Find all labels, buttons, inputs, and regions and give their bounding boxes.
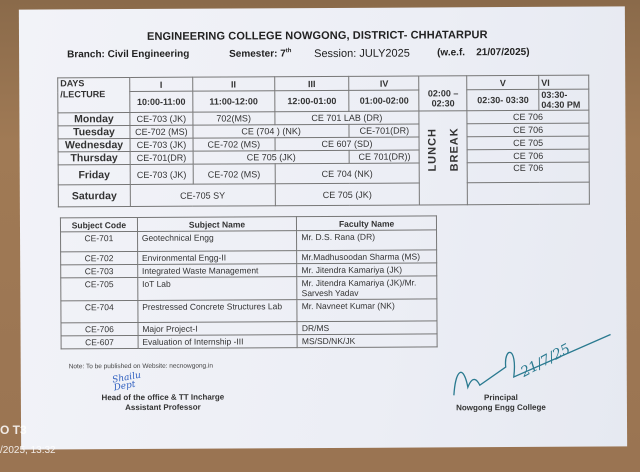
- class-cell: CE-702 (MS): [193, 163, 275, 185]
- semester: Semester: 7th: [229, 48, 291, 60]
- college-title: ENGINEERING COLLEGE NOWGONG, DISTRICT- C…: [146, 29, 488, 43]
- left-signatory: Head of the office & TT Incharge Assistan…: [83, 392, 243, 413]
- lecture-time: 10:00-11:00: [129, 91, 193, 113]
- lecture-num: V: [466, 75, 539, 90]
- wef: (w.e.f. 21/07/2025): [437, 47, 530, 58]
- day-label: Tuesday: [57, 125, 130, 139]
- lecture-time: 11:00-12:00: [192, 90, 275, 113]
- table-row: CE-705 IoT Lab Mr. Jitendra Kamariya (JK)/…: [60, 275, 437, 301]
- left-signature-handwriting: Shailu Dept: [111, 370, 142, 394]
- day-label: Friday: [58, 164, 131, 185]
- lecture-num: VI: [538, 75, 589, 90]
- wef-date: 21/07/2025): [476, 46, 530, 59]
- faculty-name: Mr. Jitendra Kamariya (JK): [296, 262, 437, 277]
- class-cell: CE-701(DR): [349, 123, 420, 138]
- note: Note: To be published on Website: necnow…: [68, 362, 214, 371]
- semester-value: Semester: 7: [229, 48, 286, 60]
- branch: Branch: Civil Engineering: [67, 48, 190, 61]
- class-cell: CE 607 (SD): [274, 136, 420, 151]
- class-cell: CE 705 (JK): [274, 182, 420, 206]
- session: Session: JULY2025: [314, 47, 410, 61]
- class-cell: CE 706: [467, 123, 590, 137]
- break-label: BREAK: [448, 127, 461, 172]
- faculty-name: Mr. D.S. Rana (DR): [296, 229, 437, 251]
- right-signatory-title: Principal: [483, 392, 518, 403]
- day-label: Monday: [57, 112, 130, 126]
- day-label: Saturday: [58, 184, 131, 207]
- subject-code: CE-703: [60, 264, 138, 278]
- subject-code: CE-706: [60, 322, 138, 336]
- lunch-label: LUNCH: [426, 128, 439, 172]
- class-cell: CE-703 (JK): [129, 112, 193, 126]
- class-cell: CE-703 (JK): [130, 164, 194, 185]
- subject-name: IoT Lab: [137, 276, 298, 301]
- class-cell: CE 701(DR)): [349, 149, 420, 164]
- principal-signature: [453, 333, 611, 396]
- column-header: Subject Code: [60, 217, 138, 232]
- subject-name: Geotechnical Engg: [137, 230, 297, 252]
- class-cell: CE 705 (JK): [192, 150, 350, 165]
- class-cell: [467, 182, 590, 205]
- timetable: DAYS /LECTURE I II III IV 02:00 – 02:30 …: [57, 75, 590, 208]
- class-cell: CE 705: [467, 136, 590, 150]
- table-row: CE-607 Evaluation of Internship -III MS/SD…: [61, 333, 438, 349]
- left-signatory-title: Head of the office & TT Incharge: [101, 392, 225, 403]
- class-cell: 702(MS): [192, 111, 275, 126]
- watermark-datetime: /2025, 13:32: [0, 445, 56, 456]
- faculty-name: DR/MS: [297, 320, 438, 335]
- column-header: Faculty Name: [296, 215, 437, 231]
- faculty-name: Mr. Jitendra Kamariya (JK)/Mr. Sarvesh Y…: [297, 275, 437, 300]
- table-row: Saturday CE-705 SY CE 705 (JK): [58, 182, 590, 207]
- table-row: CE-701 Geotechnical Engg Mr. D.S. Rana (DR…: [60, 229, 437, 252]
- class-cell: CE 706: [467, 149, 590, 163]
- column-header: Subject Name: [137, 216, 297, 232]
- table-row: Friday CE-703 (JK) CE-702 (MS) CE 704 (N…: [58, 162, 590, 185]
- class-cell: CE-702 (MS): [129, 125, 193, 139]
- subject-code: CE-705: [60, 277, 138, 301]
- lecture-num: I: [129, 77, 193, 92]
- subject-code: CE-702: [60, 251, 138, 265]
- day-label: Thursday: [58, 151, 131, 165]
- subject-table: Subject Code Subject Name Faculty Name C…: [60, 215, 438, 349]
- class-cell: CE (704 ) (NK): [192, 124, 350, 139]
- class-cell: CE 704 (NK): [274, 162, 420, 184]
- days-header: DAYS /LECTURE: [57, 77, 130, 113]
- timetable-document: ENGINEERING COLLEGE NOWGONG, DISTRICT- C…: [18, 6, 628, 450]
- subject-name: Major Project-I: [137, 321, 298, 336]
- subject-code: CE-704: [60, 300, 138, 323]
- lecture-num: II: [192, 76, 275, 92]
- lecture-time: 12:00-01:00: [274, 90, 350, 112]
- class-cell: CE-703 (JK): [129, 138, 193, 152]
- lunch-time: 02:00 – 02:30: [419, 75, 468, 111]
- subject-code: CE-701: [60, 231, 138, 252]
- subject-name: Environmental Engg-II: [137, 250, 297, 265]
- faculty-name: Mr.Madhusoodan Sharma (MS): [296, 249, 437, 264]
- right-signatory-institution: Nowgong Engg College: [456, 402, 546, 413]
- lecture-num: IV: [349, 75, 420, 91]
- watermark-device: O T3: [0, 423, 27, 437]
- semester-suffix: th: [285, 48, 292, 55]
- class-cell: CE 701 LAB (DR): [274, 110, 420, 125]
- class-cell: CE 706: [467, 162, 590, 183]
- faculty-name: Mr. Navneet Kumar (NK): [297, 298, 437, 322]
- class-cell: CE-705 SY: [130, 183, 276, 207]
- lecture-time: 02:30- 03:30: [466, 89, 539, 111]
- lecture-num: III: [274, 76, 350, 91]
- table-row: CE-704 Prestressed Concrete Structures La…: [60, 298, 437, 323]
- subject-code: CE-607: [61, 335, 138, 349]
- class-cell: CE-702 (MS): [192, 137, 275, 152]
- class-cell: CE-701(DR): [130, 151, 194, 165]
- left-signatory-designation: Assistant Professor: [125, 402, 201, 413]
- wef-label: (w.e.f.: [437, 47, 466, 59]
- subject-name: Evaluation of Internship -III: [137, 334, 298, 349]
- faculty-name: MS/SD/NK/JK: [297, 333, 438, 348]
- lecture-time: 01:00-02:00: [349, 89, 420, 112]
- right-signatory: Principal Nowgong Engg College: [441, 393, 561, 414]
- subject-name: Integrated Waste Management: [137, 263, 298, 278]
- subject-name: Prestressed Concrete Structures Lab: [137, 299, 298, 323]
- day-label: Wednesday: [58, 138, 131, 152]
- lecture-time: 03:30- 04:30 PM: [538, 89, 589, 111]
- class-cell: CE 706: [467, 110, 589, 124]
- lunch-break: LUNCH BREAK: [419, 110, 468, 205]
